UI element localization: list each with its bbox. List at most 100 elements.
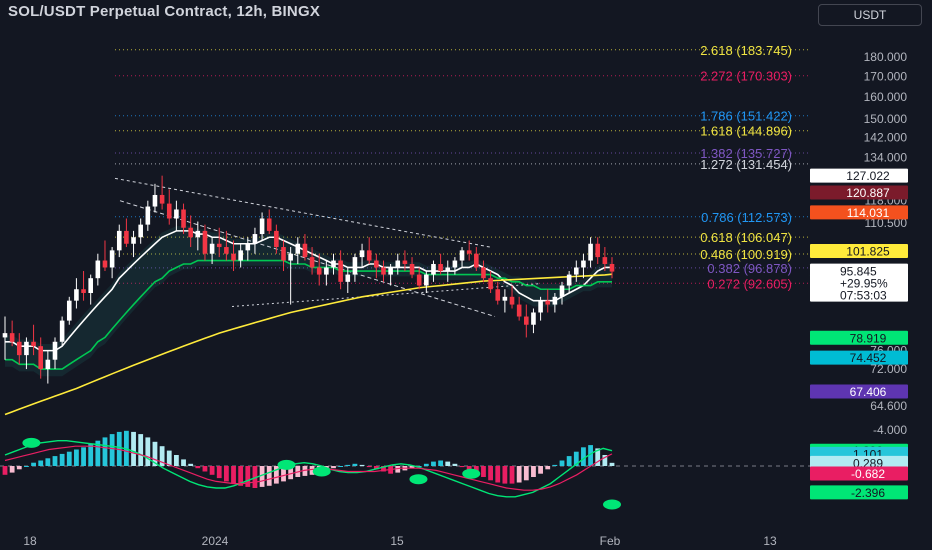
last-price-change: +29.95% [840,277,888,291]
candle-body [88,278,93,294]
candle-body [573,267,579,275]
oscillator-badge-text: -0.682 [851,467,885,481]
histogram-bar [409,466,415,469]
fib-level-label: 2.618 (183.745) [700,43,792,58]
candle-body [595,243,601,258]
candle-body [274,230,279,248]
candle-body [324,267,329,275]
last-price-countdown: 07:53:03 [840,289,887,303]
candle-body [138,224,143,238]
price-axis-tick: 64.600 [870,399,907,413]
price-badge-text: 114.031 [847,206,890,220]
candle-body [131,237,136,244]
fib-level-label: 1.618 (144.896) [700,124,792,139]
price-badge-text: 120.887 [846,186,890,200]
candle-body [52,341,58,360]
histogram-bar [195,466,201,469]
cross-marker [462,468,481,479]
candle-body [45,359,51,370]
candle-body [495,289,501,301]
histogram-bar [588,445,593,466]
candle-body [74,289,79,301]
candle-body [59,320,65,342]
histogram-bar [252,466,258,488]
price-axis-tick: 142.000 [864,131,908,145]
histogram-bar [609,462,615,466]
candle-body [31,341,36,347]
histogram-bar [259,466,265,487]
candle-body [302,243,308,258]
candle-body [9,333,15,342]
histogram-bar [445,461,451,466]
candle-body [281,247,286,261]
currency-button[interactable]: USDT [818,4,922,26]
histogram-bar [431,461,436,466]
candle-body [316,267,322,275]
candle-body [374,260,379,268]
histogram-bar [381,466,386,472]
histogram-bar [245,466,251,487]
candle-body [609,263,615,272]
histogram-bar [74,449,79,466]
macd-line [4,440,613,498]
histogram-bar [538,466,543,474]
price-axis-tick: -4.000 [873,423,907,437]
histogram-bar [359,464,365,466]
histogram-bar [216,466,222,479]
histogram-bar [302,466,308,476]
candle-body [66,300,72,321]
candle-body [209,243,215,254]
candle-body [174,209,179,219]
candle-body [124,230,129,244]
candle-body [509,296,515,305]
fib-level-label: 0.382 (96.878) [707,261,792,276]
candle-body [438,263,443,272]
candle-body [566,274,572,286]
histogram-bar [231,466,236,484]
candle-body [152,194,158,207]
price-badge [810,185,908,200]
price-axis-tick: 170.000 [864,69,908,83]
candle-body [545,300,551,305]
candle-body [238,250,243,261]
ma-cloud [5,226,612,377]
histogram-bar [109,434,115,466]
candle-body [481,267,486,279]
candle-body [159,194,165,204]
candle-body [245,243,251,251]
histogram-bar [438,460,444,466]
fib-level-label: 1.272 (131.454) [700,157,792,172]
candle-body [466,250,472,254]
histogram-bar [395,466,401,473]
histogram-bar [452,463,458,466]
candle-body [331,260,336,268]
histogram-bar [145,437,151,466]
histogram-bar [281,466,286,482]
price-axis-tick: 72.000 [870,362,907,376]
histogram-bar [509,466,515,484]
cross-marker [22,437,41,448]
fib-level-label: 0.272 (92.605) [707,276,792,291]
fib-level-label: 0.486 (100.919) [700,247,792,262]
histogram-bar [595,448,601,466]
candle-body [474,253,479,268]
candle-body [395,260,401,268]
histogram-bar [309,466,315,475]
signal-line [4,445,613,491]
time-axis-tick: Feb [600,534,621,548]
histogram-bar [202,466,208,472]
histogram-bar [338,466,344,467]
overlay-line [4,273,613,416]
fib-level-label: 1.382 (135.727) [700,146,792,161]
price-badge-text: 78.919 [850,331,887,345]
histogram-bar [9,466,15,473]
histogram-bar [95,440,101,466]
histogram-bar [416,466,422,467]
candle-body [516,304,522,317]
candle-body [195,230,201,238]
histogram-bar [552,464,558,466]
candle-body [295,243,301,254]
fib-level-label: 2.272 (170.303) [700,69,792,84]
histogram-bar [273,466,279,484]
